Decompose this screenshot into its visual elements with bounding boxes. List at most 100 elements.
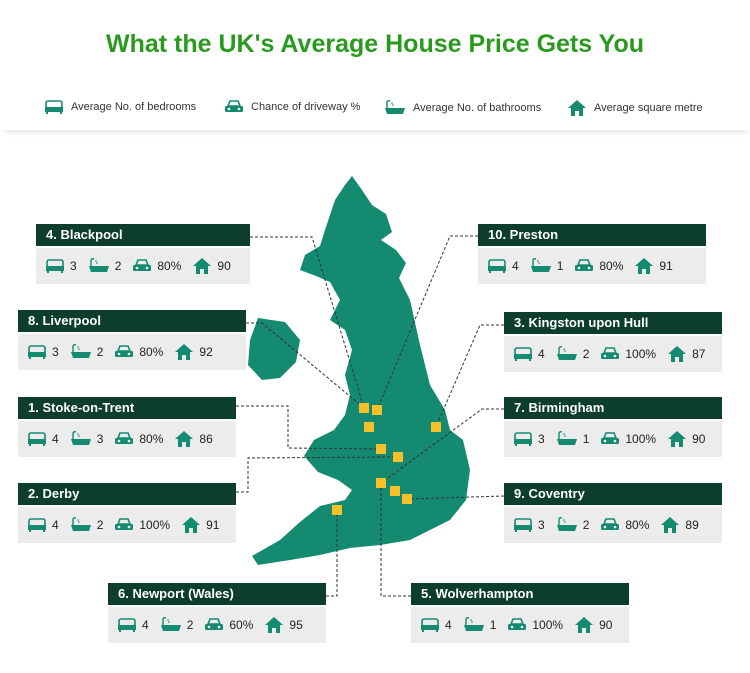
stat-value: 4 — [52, 518, 59, 532]
stat: 3 — [46, 259, 77, 273]
stat-value: 2 — [582, 347, 590, 361]
stat-value: 4 — [512, 259, 519, 273]
stat-value: 4 — [445, 618, 452, 632]
stat-value: 90 — [692, 432, 706, 446]
city-name: 6. Newport (Wales) — [108, 583, 326, 605]
stat: 4 — [118, 618, 149, 632]
city-stats: 3 2 80% 89 — [504, 507, 722, 543]
stat-value: 4 — [52, 432, 59, 446]
stat-value: 2 — [96, 345, 104, 359]
city-card: 9. Coventry 3 2 80% 89 — [504, 483, 722, 543]
stat-value: 1 — [489, 618, 497, 632]
city-name: 3. Kingston upon Hull — [504, 312, 722, 334]
city-stats: 4 2 60% 95 — [108, 607, 326, 643]
stat-value: 87 — [692, 347, 706, 361]
stat: 4 — [488, 259, 519, 273]
city-card: 5. Wolverhampton 4 1 100% 90 — [411, 583, 629, 643]
stat-value: 86 — [199, 432, 213, 446]
city-card: 6. Newport (Wales) 4 2 60% 95 — [108, 583, 326, 643]
stat-value: 3 — [538, 432, 545, 446]
legend-item: Chance of driveway % — [225, 100, 360, 114]
city-stats: 4 3 80% 86 — [18, 421, 236, 457]
stat: 92 — [175, 344, 213, 360]
city-card: 2. Derby 4 2 100% 91 — [18, 483, 236, 543]
stat: 1 — [556, 431, 590, 447]
stat-value: 92 — [199, 345, 213, 359]
city-card: 3. Kingston upon Hull 4 2 100% 87 — [504, 312, 722, 372]
stat: 4 — [421, 618, 452, 632]
stat: 2 — [70, 517, 104, 533]
city-stats: 3 1 100% 90 — [504, 421, 722, 457]
connectors — [236, 235, 505, 597]
uk-map — [248, 176, 470, 565]
city-stats: 4 2 100% 87 — [504, 336, 722, 372]
stat: 100% — [601, 347, 656, 361]
stat: 80% — [115, 432, 163, 446]
stat: 4 — [514, 347, 545, 361]
city-name: 4. Blackpool — [36, 224, 250, 246]
stat: 86 — [175, 431, 213, 447]
stat-value: 90 — [599, 618, 613, 632]
stat: 100% — [508, 618, 563, 632]
stat-value: 2 — [186, 618, 194, 632]
legend-label: Average No. of bathrooms — [413, 102, 542, 114]
stat: 2 — [70, 344, 104, 360]
stat: 80% — [601, 518, 649, 532]
stat-value: 2 — [96, 518, 104, 532]
legend-label: Chance of driveway % — [251, 101, 361, 113]
stat-value: 1 — [582, 432, 590, 446]
city-name: 5. Wolverhampton — [411, 583, 629, 605]
stat-value: 80% — [625, 518, 650, 532]
city-card: 8. Liverpool 3 2 80% 92 — [18, 310, 246, 370]
city-name: 2. Derby — [18, 483, 236, 505]
stat: 100% — [601, 432, 656, 446]
city-stats: 4 2 100% 91 — [18, 507, 236, 543]
city-card: 10. Preston 4 1 80% 91 — [478, 224, 706, 284]
stat: 80% — [575, 259, 623, 273]
legend-label: Average No. of bedrooms — [71, 101, 197, 113]
stat: 2 — [556, 346, 590, 362]
stat-value: 3 — [96, 432, 104, 446]
stat-value: 3 — [70, 259, 77, 273]
city-name: 8. Liverpool — [18, 310, 246, 332]
stat-value: 90 — [217, 259, 231, 273]
legend: Average No. of bedrooms Chance of drivewa… — [0, 96, 750, 130]
stat-value: 80% — [139, 345, 164, 359]
stat: 2 — [556, 517, 590, 533]
legend-item: Average No. of bedrooms — [45, 100, 196, 114]
stat: 100% — [115, 518, 170, 532]
stat-value: 2 — [582, 518, 590, 532]
stat-value: 91 — [206, 518, 220, 532]
legend-label: Average square metre — [594, 102, 703, 114]
stat-value: 3 — [538, 518, 545, 532]
stat-value: 80% — [157, 259, 182, 273]
stat-value: 100% — [532, 618, 564, 632]
stat: 4 — [28, 432, 59, 446]
stat-value: 89 — [685, 518, 699, 532]
city-stats: 4 1 100% 90 — [411, 607, 629, 643]
stat-value: 100% — [625, 347, 657, 361]
stat: 3 — [70, 431, 104, 447]
title: What the UK's Average House Price Gets Y… — [105, 30, 645, 58]
stat: 3 — [28, 345, 59, 359]
city-markers — [332, 403, 441, 515]
legend-item: Average square metre — [568, 100, 703, 116]
stat-value: 95 — [289, 618, 303, 632]
city-name: 7. Birmingham — [504, 397, 722, 419]
stat-value: 80% — [139, 432, 164, 446]
city-stats: 4 1 80% 91 — [478, 248, 706, 284]
stat-value: 2 — [114, 259, 122, 273]
stat: 91 — [635, 258, 673, 274]
stat: 3 — [514, 432, 545, 446]
city-card: 7. Birmingham 3 1 100% 90 — [504, 397, 722, 457]
stat-value: 80% — [599, 259, 624, 273]
stat: 90 — [193, 258, 231, 274]
city-name: 10. Preston — [478, 224, 706, 246]
stat-value: 60% — [229, 618, 254, 632]
stat: 91 — [182, 517, 219, 533]
legend-item: Average No. of bathrooms — [385, 100, 541, 116]
city-name: 1. Stoke-on-Trent — [18, 397, 236, 419]
stat: 1 — [530, 258, 563, 274]
